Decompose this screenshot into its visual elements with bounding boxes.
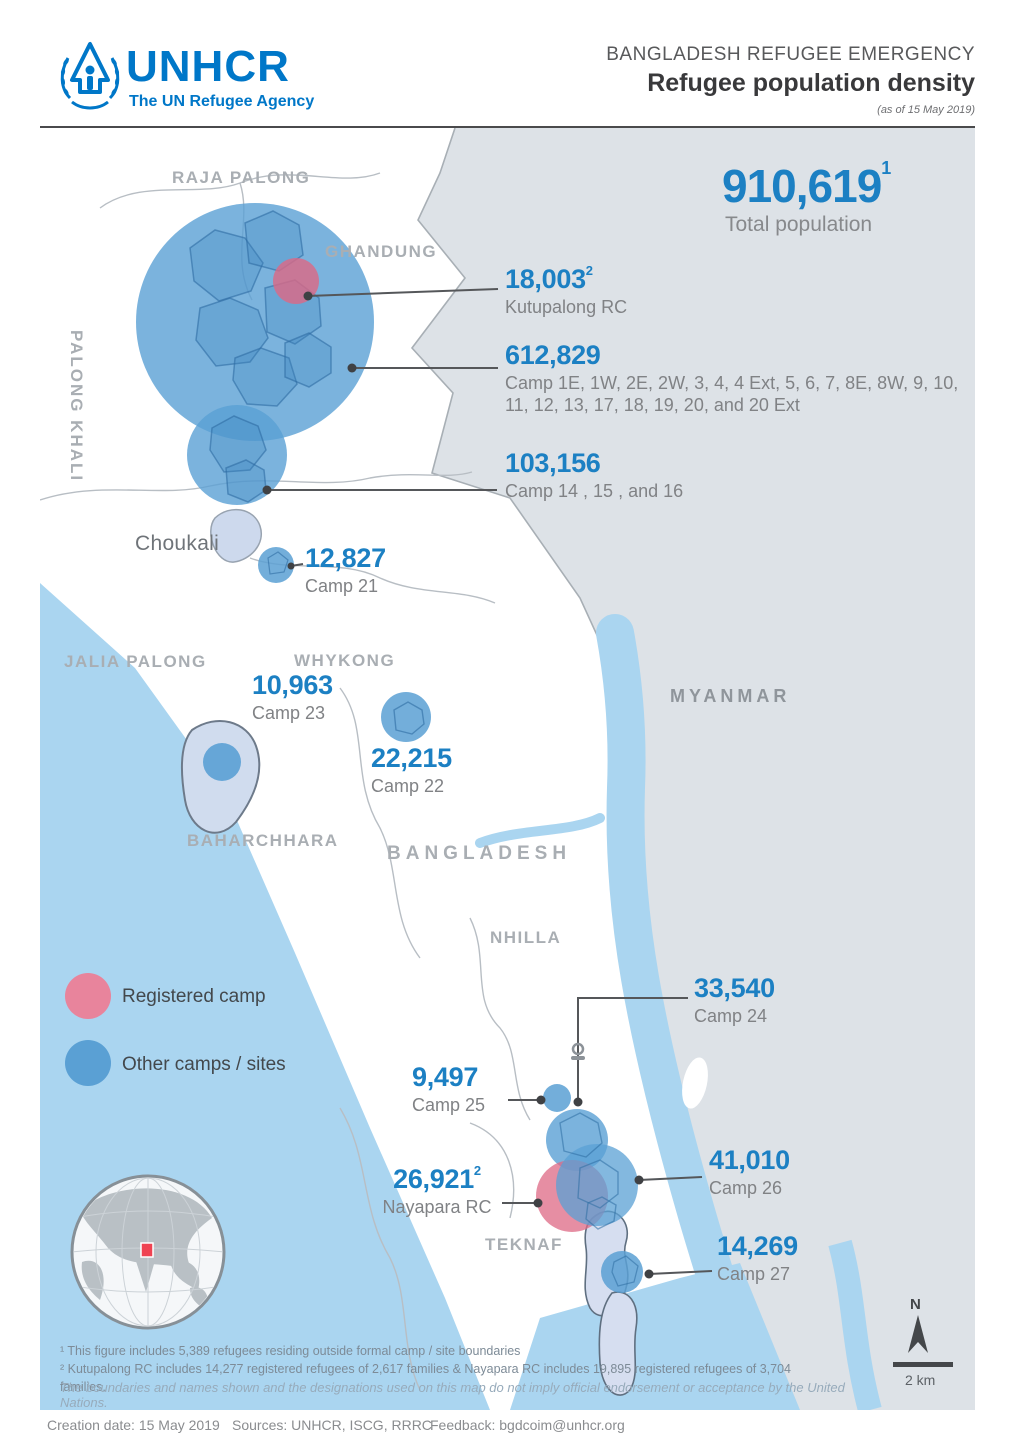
annotation-camp-24: 33,540 Camp 24 [694,975,775,1028]
map-canvas [40,128,975,1410]
camp-circle-25 [543,1084,571,1112]
as-of-date: (as of 15 May 2019) [877,104,975,116]
annotation-camp-27: 14,269 Camp 27 [717,1233,798,1286]
camp24-26-detail [559,1112,619,1230]
camp-footnote-ref: 2 [473,1163,481,1178]
footnotes: ¹ This figure includes 5,389 refugees re… [60,1342,820,1396]
myanmar-region [412,128,975,1410]
scale-bar [893,1362,953,1367]
camp-footnote-ref: 2 [585,263,593,278]
north-label: N [910,1296,921,1313]
camp-label: Camp 1E, 1W, 2E, 2W, 3, 4, 4 Ext, 5, 6, … [505,373,959,415]
river-island [682,1057,708,1109]
camp-value: 14,269 [717,1231,798,1261]
connectors [262,288,713,1279]
river-branch [828,1239,882,1410]
camp-label: Nayapara RC [382,1197,492,1217]
camp-circles [136,203,643,1293]
legend-swatch-registered-camp [65,973,111,1019]
annotation-camp-26: 41,010 Camp 26 [709,1147,790,1200]
camp-circle-23 [203,743,241,781]
camp-value: 41,010 [709,1145,790,1175]
camp-label: Camp 24 [694,1006,768,1026]
camp-boundaries-detail [189,210,332,503]
place-palong-khali: PALONG KHALI [67,330,86,483]
camp-value: 26,921 [393,1164,474,1194]
camp-value: 9,497 [412,1062,479,1092]
map-disclaimer: The boundaries and names shown and the d… [60,1380,845,1410]
camp27-detail [611,1255,639,1287]
annotation-main-camps: 612,829 Camp 1E, 1W, 2E, 2W, 3, 4, 4 Ext… [505,342,965,417]
annotation-camp-23: 10,963 Camp 23 [252,672,333,725]
footnote-2: ² Kutupalong RC includes 14,277 register… [60,1362,791,1395]
logo-tagline: The UN Refugee Agency [129,93,315,110]
scale-label: 2 km [905,1372,936,1388]
globe-inset [70,1174,226,1330]
annotation-camp-22: 22,215 Camp 22 [371,745,452,798]
logo-wordmark: UNHCR [126,42,290,91]
place-teknaf: TEKNAF [485,1235,563,1254]
camp-label: Kutupalong RC [505,297,628,317]
annotation-camp-14-15-16: 103,156 Camp 14 , 15 , and 16 [505,450,683,503]
camp-circle-21 [258,547,294,583]
camp-label: Camp 22 [371,776,445,796]
footer-feedback: Feedback: bgdcoim@unhcr.org [430,1417,625,1433]
teknaf-tip [598,1291,638,1396]
legend-label-other-camps: Other camps / sites [122,1054,286,1075]
naf-estuary [510,1263,800,1410]
annotation-nayapara-rc: 26,9212 Nayapara RC [362,1164,512,1219]
watchtower-symbol [571,1042,585,1060]
camp-label: Camp 26 [709,1178,783,1198]
total-value-text: 910,619 [722,160,882,212]
camp-circle-26 [556,1144,638,1226]
camp-value: 103,156 [505,448,601,478]
legend-swatch-other-camps [65,1040,111,1086]
place-ghandung: GHANDUNG [325,242,438,261]
camp-value: 10,963 [252,670,333,700]
bangladesh-marker [140,1242,154,1258]
place-baharchhara: BAHARCHHARA [187,831,339,850]
camp-value: 33,540 [694,973,775,1003]
place-whykong: WHYKONG [294,651,396,670]
camp-label: Camp 27 [717,1264,791,1284]
camp-label: Camp 25 [412,1095,486,1115]
legend-label-registered-camp: Registered camp [122,986,266,1007]
place-nhilla: NHILLA [490,928,562,947]
choukali-area [210,508,263,563]
place-bangladesh: BANGLADESH [387,843,572,864]
camp22-detail [393,701,425,735]
camp-circle-kutupalong-mega [136,203,374,441]
page-title: Refugee population density [647,69,975,97]
camp-label: Camp 21 [305,576,379,596]
unhcr-emblem-icon [60,42,120,110]
header-divider [40,126,975,128]
camp-label: Camp 14 , 15 , and 16 [505,481,684,501]
total-footnote-ref: 1 [881,158,892,178]
report-kicker: BANGLADESH REFUGEE EMERGENCY [606,44,975,65]
total-population-label: Total population [725,213,873,236]
camp-value: 18,003 [505,264,586,294]
annotation-camp-25: 9,497 Camp 25 [412,1064,485,1117]
camp-value: 12,827 [305,543,386,573]
place-choukali: Choukali [135,532,220,555]
place-myanmar: MYANMAR [670,686,791,706]
footer-creation-date: Creation date: 15 May 2019 [47,1417,220,1433]
annotation-camp-21: 12,827 Camp 21 [305,545,386,598]
camp-value: 22,215 [371,743,452,773]
river-bend [475,813,605,848]
total-population-value: 910,6191 [722,158,891,213]
naf-river [596,614,774,1410]
camp-value: 612,829 [505,340,601,370]
footnote-1: ¹ This figure includes 5,389 refugees re… [60,1344,521,1358]
place-jalia-palong: JALIA PALONG [64,652,207,671]
camp-label: Camp 23 [252,703,326,723]
annotation-kutupalong-rc: 18,0032 Kutupalong RC [505,264,627,319]
north-arrow-icon [908,1315,928,1353]
header-titles: BANGLADESH REFUGEE EMERGENCY Refugee pop… [606,44,975,116]
camp21-detail [267,551,289,575]
camp-circle-22 [381,692,431,742]
footer-sources: Sources: UNHCR, ISCG, RRRC [232,1417,432,1433]
place-raja-palong: RAJA PALONG [172,168,311,187]
